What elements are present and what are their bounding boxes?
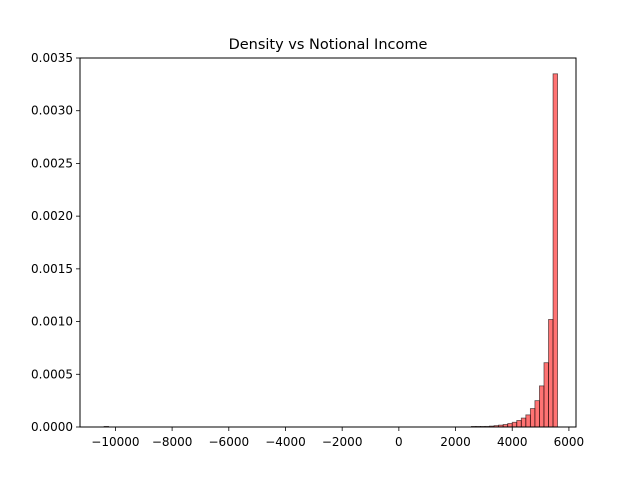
histogram-bar <box>548 319 554 428</box>
chart-title: Density vs Notional Income <box>229 37 428 53</box>
y-tick-label: 0.0015 <box>31 262 73 276</box>
histogram-bar <box>543 362 549 428</box>
x-axis: −10000 −8000 −6000 −4000 −2000 0 2000 4000 6000 <box>91 427 584 449</box>
x-tick-label: 0 <box>395 435 403 449</box>
histogram-bar <box>534 400 540 428</box>
x-tick-label: −6000 <box>209 435 250 449</box>
y-tick-label: 0.0030 <box>31 104 73 118</box>
x-tick-label: −4000 <box>265 435 306 449</box>
histogram-bar <box>520 417 527 428</box>
histogram-bar <box>507 423 513 428</box>
histogram-bar <box>529 408 536 428</box>
y-tick-label: 0.0010 <box>31 315 73 329</box>
y-tick-label: 0.0020 <box>31 209 73 223</box>
x-tick-label: 2000 <box>440 435 471 449</box>
y-tick-label: 0.0005 <box>31 367 73 381</box>
x-tick-label: −8000 <box>152 435 193 449</box>
histogram-bar <box>525 414 531 428</box>
histogram-bar <box>539 385 545 428</box>
y-tick-label: 0.0000 <box>31 420 73 434</box>
x-tick-label: 6000 <box>554 435 585 449</box>
x-tick-label: −2000 <box>322 435 363 449</box>
y-axis: 0.0000 0.0005 0.0010 0.0015 0.0020 0.0025 0.00… <box>31 51 80 434</box>
plot-area-frame <box>79 57 577 428</box>
histogram-bar <box>516 420 522 428</box>
histogram-bar <box>552 73 558 428</box>
y-tick-label: 0.0035 <box>31 51 73 65</box>
x-tick-label: −10000 <box>91 435 139 449</box>
y-tick-label: 0.0025 <box>31 156 73 170</box>
x-tick-label: 4000 <box>497 435 528 449</box>
histogram-bar <box>511 421 518 428</box>
